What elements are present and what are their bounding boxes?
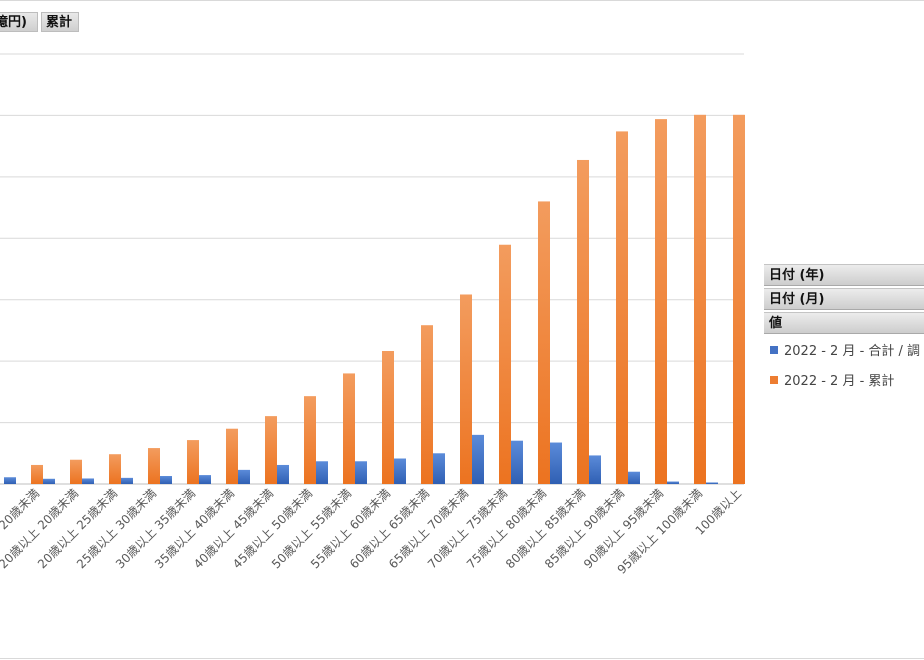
- bar-total[interactable]: [43, 478, 55, 484]
- legend-values-field-button[interactable]: 値: [764, 312, 924, 334]
- bar-cumulative[interactable]: [343, 373, 355, 484]
- legend-swatch-blue: [770, 346, 778, 354]
- bar-cumulative[interactable]: [733, 114, 745, 485]
- legend-month-field-button[interactable]: 日付 (月): [764, 288, 924, 310]
- bar-total[interactable]: [667, 481, 679, 484]
- bar-total[interactable]: [706, 482, 718, 484]
- bar-total[interactable]: [511, 440, 523, 484]
- bar-total[interactable]: [550, 442, 562, 484]
- bar-cumulative[interactable]: [382, 351, 394, 484]
- bar-cumulative[interactable]: [265, 416, 277, 484]
- bar-cumulative[interactable]: [421, 325, 433, 484]
- bar-total[interactable]: [472, 434, 484, 484]
- bar-cumulative[interactable]: [616, 131, 628, 484]
- legend-item-cumulative[interactable]: 2022 - 2 月 - 累計: [770, 373, 894, 391]
- bar-cumulative[interactable]: [694, 114, 706, 485]
- bar-total[interactable]: [316, 461, 328, 484]
- cumulative-field-button[interactable]: 累計: [41, 12, 79, 32]
- bar-cumulative[interactable]: [226, 428, 238, 484]
- bar-total[interactable]: [121, 477, 133, 484]
- bar-total[interactable]: [82, 478, 94, 484]
- bar-cumulative[interactable]: [538, 201, 550, 484]
- bar-cumulative[interactable]: [499, 244, 511, 484]
- bar-cumulative[interactable]: [304, 396, 316, 484]
- unit-field-label: (億円): [0, 15, 27, 30]
- bar-cumulative[interactable]: [70, 459, 82, 484]
- bar-total[interactable]: [199, 475, 211, 484]
- bottom-border: [0, 658, 924, 659]
- bar-cumulative[interactable]: [187, 440, 199, 484]
- legend-item-total-label: 2022 - 2 月 - 合計 / 調: [784, 344, 921, 359]
- legend-swatch-orange: [770, 376, 778, 384]
- legend-year-field-label: 日付 (年): [769, 268, 825, 283]
- unit-field-button[interactable]: (億円): [0, 12, 38, 32]
- cumulative-field-label: 累計: [46, 15, 73, 30]
- bar-total[interactable]: [433, 453, 445, 484]
- legend-values-field-label: 値: [769, 316, 783, 331]
- bar-total[interactable]: [394, 458, 406, 484]
- bar-cumulative[interactable]: [109, 454, 121, 484]
- bar-cumulative[interactable]: [148, 448, 160, 484]
- bar-total[interactable]: [589, 455, 601, 484]
- top-border: [0, 0, 924, 1]
- legend-year-field-button[interactable]: 日付 (年): [764, 264, 924, 286]
- bar-cumulative[interactable]: [655, 119, 667, 484]
- bar-cumulative[interactable]: [31, 464, 43, 484]
- bar-total[interactable]: [277, 464, 289, 484]
- legend-month-field-label: 日付 (月): [769, 292, 825, 307]
- bar-total[interactable]: [628, 471, 640, 484]
- bar-cumulative[interactable]: [460, 294, 472, 484]
- bar-total[interactable]: [160, 476, 172, 484]
- legend-item-total[interactable]: 2022 - 2 月 - 合計 / 調: [770, 343, 920, 361]
- bar-total[interactable]: [238, 469, 250, 484]
- bar-total[interactable]: [355, 461, 367, 484]
- bar-cumulative[interactable]: [577, 159, 589, 484]
- legend-item-cumulative-label: 2022 - 2 月 - 累計: [784, 374, 895, 389]
- bar-total[interactable]: [4, 477, 16, 484]
